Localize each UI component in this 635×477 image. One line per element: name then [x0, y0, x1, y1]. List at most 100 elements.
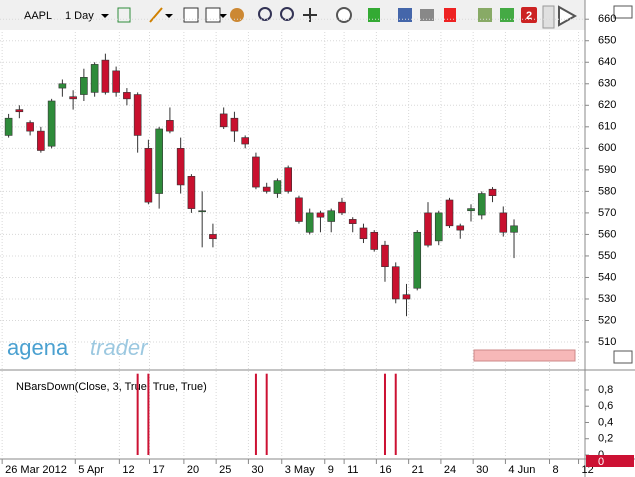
candle-body	[219, 113, 228, 128]
candle-body	[198, 210, 206, 213]
candle-body	[445, 199, 454, 227]
logo: trader	[90, 335, 149, 360]
y-tick-label: 560	[598, 228, 616, 240]
x-tick-label: 26 Mar 2012	[5, 464, 67, 476]
y-tick-label: 0,6	[598, 400, 613, 412]
candle-body	[187, 176, 196, 209]
icon[interactable]	[500, 8, 514, 22]
candle-body	[58, 83, 67, 89]
y-tick-label: 660	[598, 13, 616, 25]
candle-body	[424, 212, 432, 246]
y-tick-label: 620	[598, 99, 616, 111]
candle-body	[359, 227, 368, 240]
y-tick-label: 0	[598, 449, 604, 461]
x-tick-label: 24	[444, 464, 456, 476]
indicator-bar	[147, 373, 150, 455]
candle-body	[80, 77, 88, 95]
candle-body	[230, 117, 239, 132]
candle-body	[391, 266, 400, 300]
candle-body	[252, 156, 260, 188]
candle-body	[176, 148, 185, 186]
y-tick-label: 550	[598, 250, 616, 262]
y-tick-label: 0,2	[598, 433, 613, 445]
x-tick-label: 3 May	[285, 464, 315, 476]
candle-body	[37, 130, 45, 151]
x-tick-label: 17	[152, 464, 164, 476]
x-tick-label: 9	[328, 464, 334, 476]
y-tick-label: 640	[598, 56, 616, 68]
y-tick-label: 650	[598, 35, 616, 47]
candle-body	[144, 148, 153, 203]
candle-body	[305, 212, 314, 233]
icon[interactable]	[444, 8, 456, 22]
chart-type-icon[interactable]	[117, 7, 131, 23]
candle-body	[477, 193, 486, 216]
print-icon[interactable]	[420, 9, 434, 21]
y-tick-label: 0,4	[598, 416, 613, 428]
candle-body	[262, 186, 271, 192]
icon[interactable]	[230, 8, 244, 22]
play-icon[interactable]	[558, 5, 578, 27]
last-value-box	[586, 455, 634, 467]
zoom-out-icon[interactable]	[280, 7, 294, 21]
candle-body	[370, 231, 379, 250]
indicator-bar	[136, 373, 139, 455]
y-tick-label: 610	[598, 121, 616, 133]
toolbar: AAPL 1 Day 2	[0, 0, 585, 30]
zoom-in-icon[interactable]	[258, 7, 272, 21]
candle-body	[47, 100, 56, 147]
icon[interactable]	[205, 7, 221, 23]
y-tick-label: 590	[598, 164, 616, 176]
candle-body	[101, 59, 110, 93]
x-tick-label: 11	[347, 464, 358, 476]
y-tick-label: 600	[598, 142, 616, 154]
indicator-bar	[383, 373, 386, 455]
y-tick-label: 580	[598, 185, 616, 197]
y-tick-label: 530	[598, 293, 616, 305]
candle-body	[381, 244, 389, 268]
candle-body	[467, 208, 475, 212]
candle-body	[488, 188, 497, 196]
x-tick-label: 5 Apr	[78, 464, 104, 476]
candle-body	[133, 94, 142, 136]
y-tick-label: 520	[598, 314, 616, 326]
candle-body	[209, 234, 217, 240]
candle-body	[456, 225, 465, 231]
save-icon[interactable]	[398, 8, 412, 22]
y-tick-label: 630	[598, 78, 616, 90]
y-tick-label: 510	[598, 336, 616, 348]
x-tick-label: 25	[219, 464, 231, 476]
y-tick-label: 0,8	[598, 384, 613, 396]
candle-body	[338, 201, 346, 214]
candle-body	[90, 64, 99, 93]
indicator-bar	[394, 373, 397, 455]
price-marker[interactable]	[613, 5, 633, 19]
icon[interactable]	[183, 7, 199, 23]
candle-body	[284, 167, 292, 192]
timeframe[interactable]: 1 Day	[65, 10, 94, 22]
indicator-bar	[265, 373, 268, 455]
symbol[interactable]: AAPL	[24, 10, 52, 22]
draw-icon[interactable]	[149, 7, 163, 23]
x-tick-label: 16	[379, 464, 391, 476]
candle-body	[295, 197, 303, 222]
x-tick-label: 30	[476, 464, 488, 476]
logo: agena	[7, 335, 69, 360]
candle-body	[4, 117, 13, 136]
candle-body	[434, 212, 443, 242]
candle-body	[316, 212, 325, 218]
clock-icon[interactable]	[336, 7, 352, 23]
x-tick-label: 8	[553, 464, 559, 476]
badge[interactable]: 2	[526, 10, 532, 22]
candle-body	[327, 210, 336, 222]
x-tick-label: 30	[251, 464, 263, 476]
candle-body	[273, 180, 282, 194]
icon[interactable]	[368, 8, 380, 22]
x-tick-label: 21	[412, 464, 424, 476]
candle-body	[112, 70, 120, 93]
scroll-button[interactable]	[542, 5, 555, 29]
price-pane	[0, 18, 585, 458]
last-value: 0	[598, 456, 604, 468]
price-marker[interactable]	[613, 350, 633, 364]
icon[interactable]	[478, 8, 492, 22]
